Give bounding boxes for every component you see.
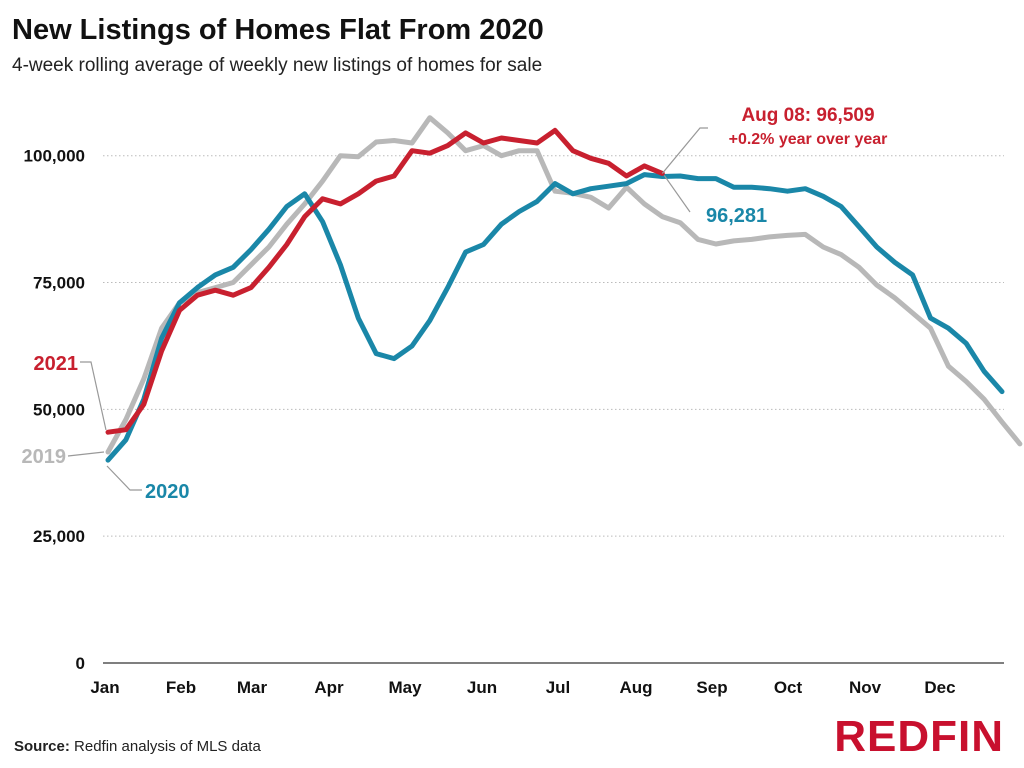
x-tick-label: May [388,678,422,697]
leader-line-2020 [106,465,142,491]
source-note: Source: Redfin analysis of MLS data [14,738,261,755]
series-line-2019 [105,115,1023,455]
redfin-logo: REDFIN [834,712,1004,761]
source-label: Source: [14,738,70,755]
y-tick-label: 0 [76,654,85,673]
leader-line-2020-value [663,175,691,213]
highlight-yoy-label: +0.2% year over year [729,131,888,148]
series-line-2021 [105,127,665,435]
x-tick-label: Jan [90,678,119,697]
highlight-label-2021: Aug 08: 96,509 [741,105,874,126]
y-tick-label: 25,000 [33,527,85,546]
leader-line-highlight [661,127,708,174]
x-tick-label: Dec [924,678,955,697]
leader-line-2019 [67,451,105,457]
series-line-2020 [105,172,1005,463]
chart-title: New Listings of Homes Flat From 2020 [12,14,544,46]
x-tick-label: Nov [849,678,882,697]
leader-line-2021 [80,361,107,431]
x-tick-label: Oct [774,678,803,697]
x-tick-label: Sep [696,678,727,697]
source-text: Redfin analysis of MLS data [74,738,261,755]
y-tick-label: 75,000 [33,274,85,293]
x-tick-label: Mar [237,678,268,697]
series-label-2019: 2019 [22,446,67,468]
x-tick-label: Jun [467,678,497,697]
series-label-2021: 2021 [34,353,79,375]
chart-subtitle: 4-week rolling average of weekly new lis… [12,55,543,76]
series-label-2020: 2020 [145,481,190,503]
y-tick-label: 100,000 [24,147,85,166]
y-tick-label: 50,000 [33,400,85,419]
x-tick-label: Apr [314,678,344,697]
x-tick-label: Jul [546,678,571,697]
x-tick-label: Feb [166,678,196,697]
x-tick-label: Aug [619,678,652,697]
highlight-label-2020: 96,281 [706,205,767,227]
